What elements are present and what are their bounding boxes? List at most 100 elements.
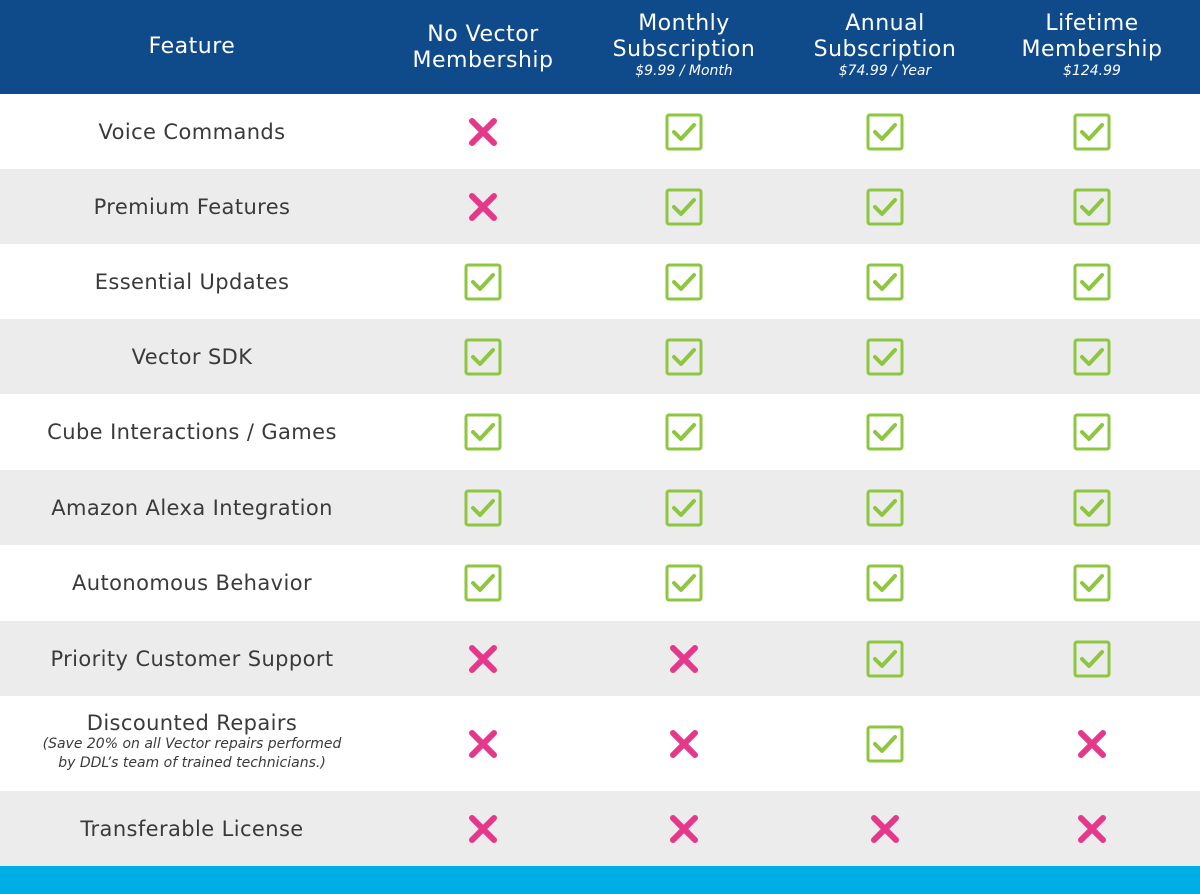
cross-icon xyxy=(668,728,700,760)
table-row: Amazon Alexa Integration xyxy=(0,470,1200,545)
checkbox-checked-icon xyxy=(665,489,703,527)
header-plan-no-membership: No Vector Membership xyxy=(384,0,582,94)
table-header: Feature No Vector Membership Monthly Sub… xyxy=(0,0,1200,94)
plan-mark-cell xyxy=(984,545,1200,621)
cross-icon xyxy=(467,643,499,675)
header-plan-annual: Annual Subscription $74.99 / Year xyxy=(786,0,984,94)
cross-icon xyxy=(1076,813,1108,845)
feature-name: Priority Customer Support xyxy=(50,646,334,671)
checkbox-checked-icon xyxy=(1073,564,1111,602)
table-body: Voice Commands Premium Features Essential … xyxy=(0,94,1200,867)
checkbox-checked-icon xyxy=(665,413,703,451)
plan-mark-cell xyxy=(786,621,984,696)
checkbox-checked-icon xyxy=(866,489,904,527)
checkbox-checked-icon xyxy=(1073,640,1111,678)
plan-mark-cell xyxy=(984,621,1200,696)
checkbox-checked-icon xyxy=(866,640,904,678)
checkbox-checked-icon xyxy=(464,338,502,376)
header-plan-lifetime: Lifetime Membership $124.99 xyxy=(984,0,1200,94)
checkbox-checked-icon xyxy=(866,188,904,226)
cross-icon xyxy=(1076,728,1108,760)
checkbox-checked-icon xyxy=(1073,113,1111,151)
feature-cell: Autonomous Behavior xyxy=(0,545,384,621)
checkbox-checked-icon xyxy=(665,564,703,602)
plan-mark-cell xyxy=(384,169,582,244)
checkbox-checked-icon xyxy=(665,113,703,151)
checkbox-checked-icon xyxy=(464,413,502,451)
checkbox-checked-icon xyxy=(866,564,904,602)
plan-name-line: Subscription xyxy=(813,37,957,62)
plan-mark-cell xyxy=(786,394,984,470)
checkbox-checked-icon xyxy=(866,413,904,451)
plan-mark-cell xyxy=(582,319,786,394)
plan-mark-cell xyxy=(582,545,786,621)
plan-mark-cell xyxy=(384,319,582,394)
header-feature-label: Feature xyxy=(148,34,236,59)
cross-icon xyxy=(467,116,499,148)
feature-cell: Premium Features xyxy=(0,169,384,244)
checkbox-checked-icon xyxy=(866,338,904,376)
plan-name-line: Subscription xyxy=(612,37,756,62)
plan-mark-cell xyxy=(984,94,1200,169)
table-row: Autonomous Behavior xyxy=(0,545,1200,621)
feature-note: by DDL’s team of trained technicians.) xyxy=(58,754,326,771)
plan-mark-cell xyxy=(384,394,582,470)
checkbox-checked-icon xyxy=(1073,263,1111,301)
feature-name: Premium Features xyxy=(93,194,291,219)
feature-cell: Vector SDK xyxy=(0,319,384,394)
checkbox-checked-icon xyxy=(464,489,502,527)
feature-cell: Voice Commands xyxy=(0,94,384,169)
plan-mark-cell xyxy=(582,791,786,867)
plan-mark-cell xyxy=(984,791,1200,867)
plan-mark-cell xyxy=(984,394,1200,470)
feature-cell: Cube Interactions / Games xyxy=(0,394,384,470)
feature-name: Amazon Alexa Integration xyxy=(51,495,333,520)
feature-cell: Priority Customer Support xyxy=(0,621,384,696)
checkbox-checked-icon xyxy=(1073,489,1111,527)
plan-name-line: No Vector xyxy=(427,22,539,47)
feature-name: Vector SDK xyxy=(131,344,253,369)
table-row: Cube Interactions / Games xyxy=(0,394,1200,470)
table-row: Vector SDK xyxy=(0,319,1200,394)
plan-mark-cell xyxy=(582,244,786,319)
plan-mark-cell xyxy=(786,696,984,791)
plan-mark-cell xyxy=(984,470,1200,545)
header-plan-monthly: Monthly Subscription $9.99 / Month xyxy=(582,0,786,94)
plan-name-line: Membership xyxy=(412,48,554,73)
cross-icon xyxy=(467,728,499,760)
plan-mark-cell xyxy=(384,244,582,319)
feature-cell: Amazon Alexa Integration xyxy=(0,470,384,545)
plan-name-line: Monthly xyxy=(638,11,730,36)
cross-icon xyxy=(869,813,901,845)
plan-price: $74.99 / Year xyxy=(838,63,932,79)
table-row: Discounted Repairs (Save 20% on all Vecto… xyxy=(0,696,1200,791)
table-row: Transferable License xyxy=(0,791,1200,867)
plan-mark-cell xyxy=(384,94,582,169)
table-row: Essential Updates xyxy=(0,244,1200,319)
plan-name-line: Membership xyxy=(1021,37,1163,62)
checkbox-checked-icon xyxy=(665,188,703,226)
plan-mark-cell xyxy=(786,545,984,621)
plan-mark-cell xyxy=(582,470,786,545)
feature-note: (Save 20% on all Vector repairs performe… xyxy=(42,735,342,752)
plan-name-line: Annual xyxy=(845,11,925,36)
plan-mark-cell xyxy=(384,545,582,621)
plan-mark-cell xyxy=(384,696,582,791)
cross-icon xyxy=(467,191,499,223)
checkbox-checked-icon xyxy=(1073,338,1111,376)
plan-mark-cell xyxy=(582,621,786,696)
checkbox-checked-icon xyxy=(665,263,703,301)
plan-mark-cell xyxy=(582,394,786,470)
table-row: Voice Commands xyxy=(0,94,1200,169)
plan-mark-cell xyxy=(984,244,1200,319)
footer-bar xyxy=(0,866,1200,894)
checkbox-checked-icon xyxy=(1073,188,1111,226)
plan-mark-cell xyxy=(984,169,1200,244)
cross-icon xyxy=(467,813,499,845)
checkbox-checked-icon xyxy=(866,263,904,301)
table-row: Priority Customer Support xyxy=(0,621,1200,696)
plan-mark-cell xyxy=(384,470,582,545)
feature-name: Autonomous Behavior xyxy=(72,571,312,595)
checkbox-checked-icon xyxy=(1073,413,1111,451)
